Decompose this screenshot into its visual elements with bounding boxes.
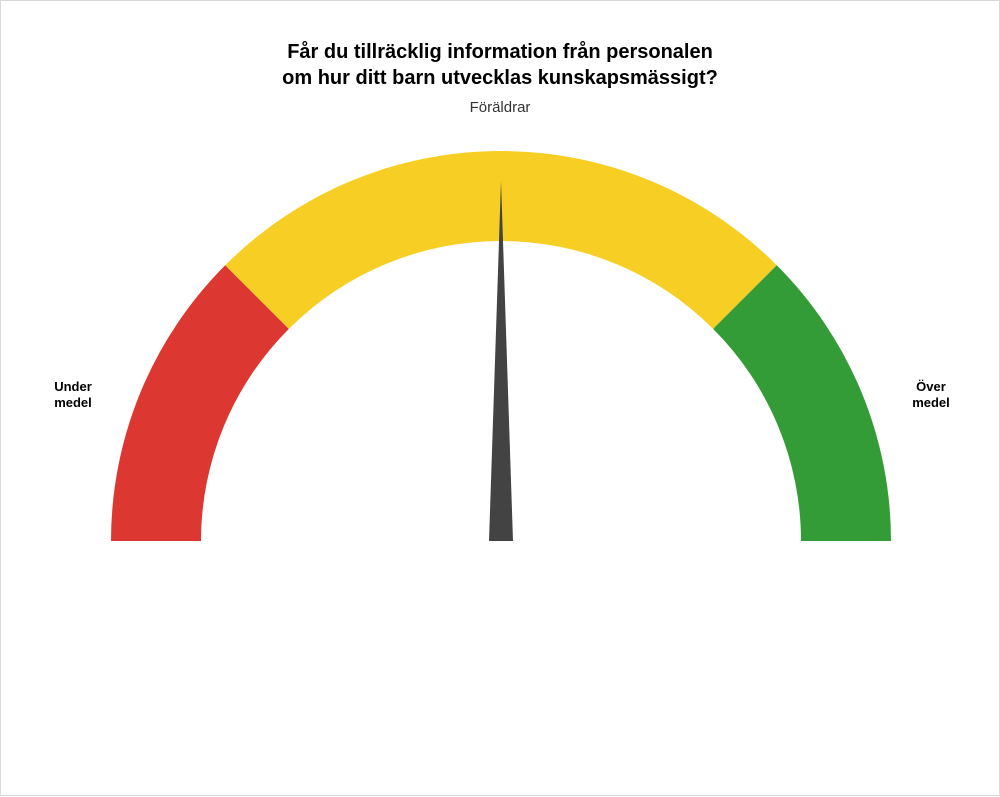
gauge-segment [713,265,891,541]
gauge-chart [1,1,1000,797]
gauge-segment [111,265,289,541]
chart-frame: Får du tillräcklig information från pers… [0,0,1000,796]
